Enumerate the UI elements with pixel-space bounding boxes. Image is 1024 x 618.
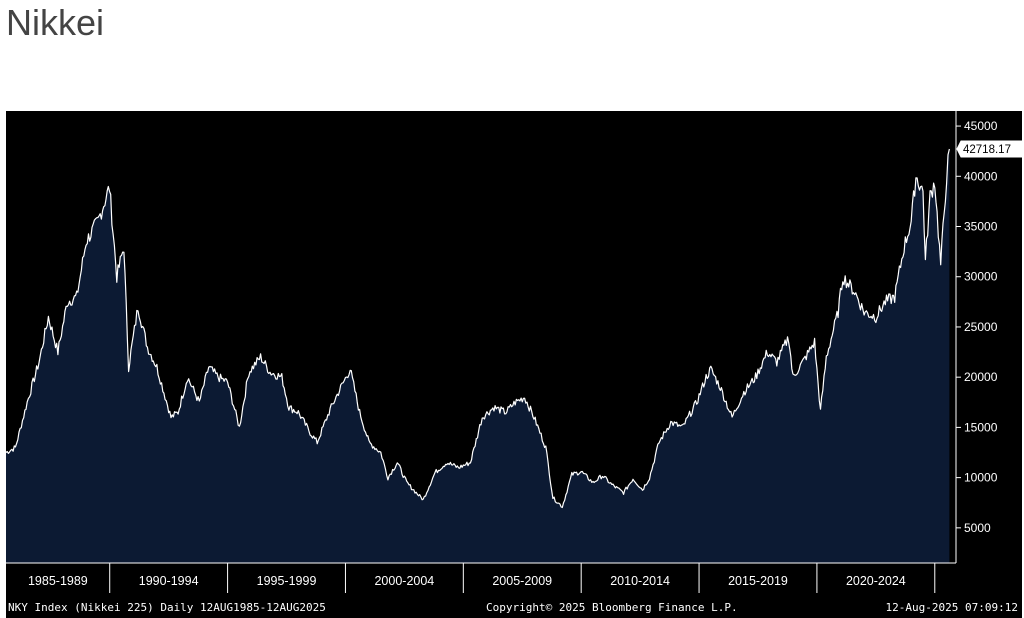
footer-copyright: Copyright© 2025 Bloomberg Finance L.P. (486, 601, 738, 614)
last-value-marker (956, 140, 1022, 158)
y-tick-label: 30000 (964, 270, 998, 284)
chart-footer: NKY Index (Nikkei 225) Daily 12AUG1985-1… (6, 600, 1022, 618)
y-tick-label: 20000 (964, 370, 998, 384)
y-tick-label: 25000 (964, 320, 998, 334)
x-tick-label: 2015-2019 (728, 574, 788, 588)
y-tick-label: 15000 (964, 420, 998, 434)
y-tick-label: 45000 (964, 119, 998, 133)
y-tick-label: 5000 (964, 521, 991, 535)
x-tick-label: 2005-2009 (492, 574, 552, 588)
last-value-label: 42718.17 (963, 144, 1011, 156)
x-tick-label: 2010-2014 (610, 574, 670, 588)
x-tick-label: 1995-1999 (257, 574, 317, 588)
nikkei-chart: 5000 10000 15000 20000 25000 30000 35000 40000 4… (6, 111, 1022, 600)
axes: 5000 10000 15000 20000 25000 30000 35000 40000 4… (6, 111, 1022, 593)
plot-area (6, 148, 950, 563)
x-tick-label: 2020-2024 (846, 574, 906, 588)
footer-timestamp: 12-Aug-2025 07:09:12 (885, 601, 1018, 614)
series-line (6, 148, 950, 509)
y-tick-label: 35000 (964, 220, 998, 234)
y-tick-label: 10000 (964, 471, 998, 485)
series-area (6, 149, 950, 563)
x-tick-label: 1985-1989 (28, 574, 88, 588)
x-tick-label: 2000-2004 (374, 574, 434, 588)
y-tick-label: 40000 (964, 169, 998, 183)
page-title: Nikkei (6, 2, 105, 43)
footer-series-info: NKY Index (Nikkei 225) Daily 12AUG1985-1… (8, 601, 326, 614)
x-tick-label: 1990-1994 (139, 574, 199, 588)
chart-frame: 5000 10000 15000 20000 25000 30000 35000 40000 4… (6, 111, 1022, 618)
